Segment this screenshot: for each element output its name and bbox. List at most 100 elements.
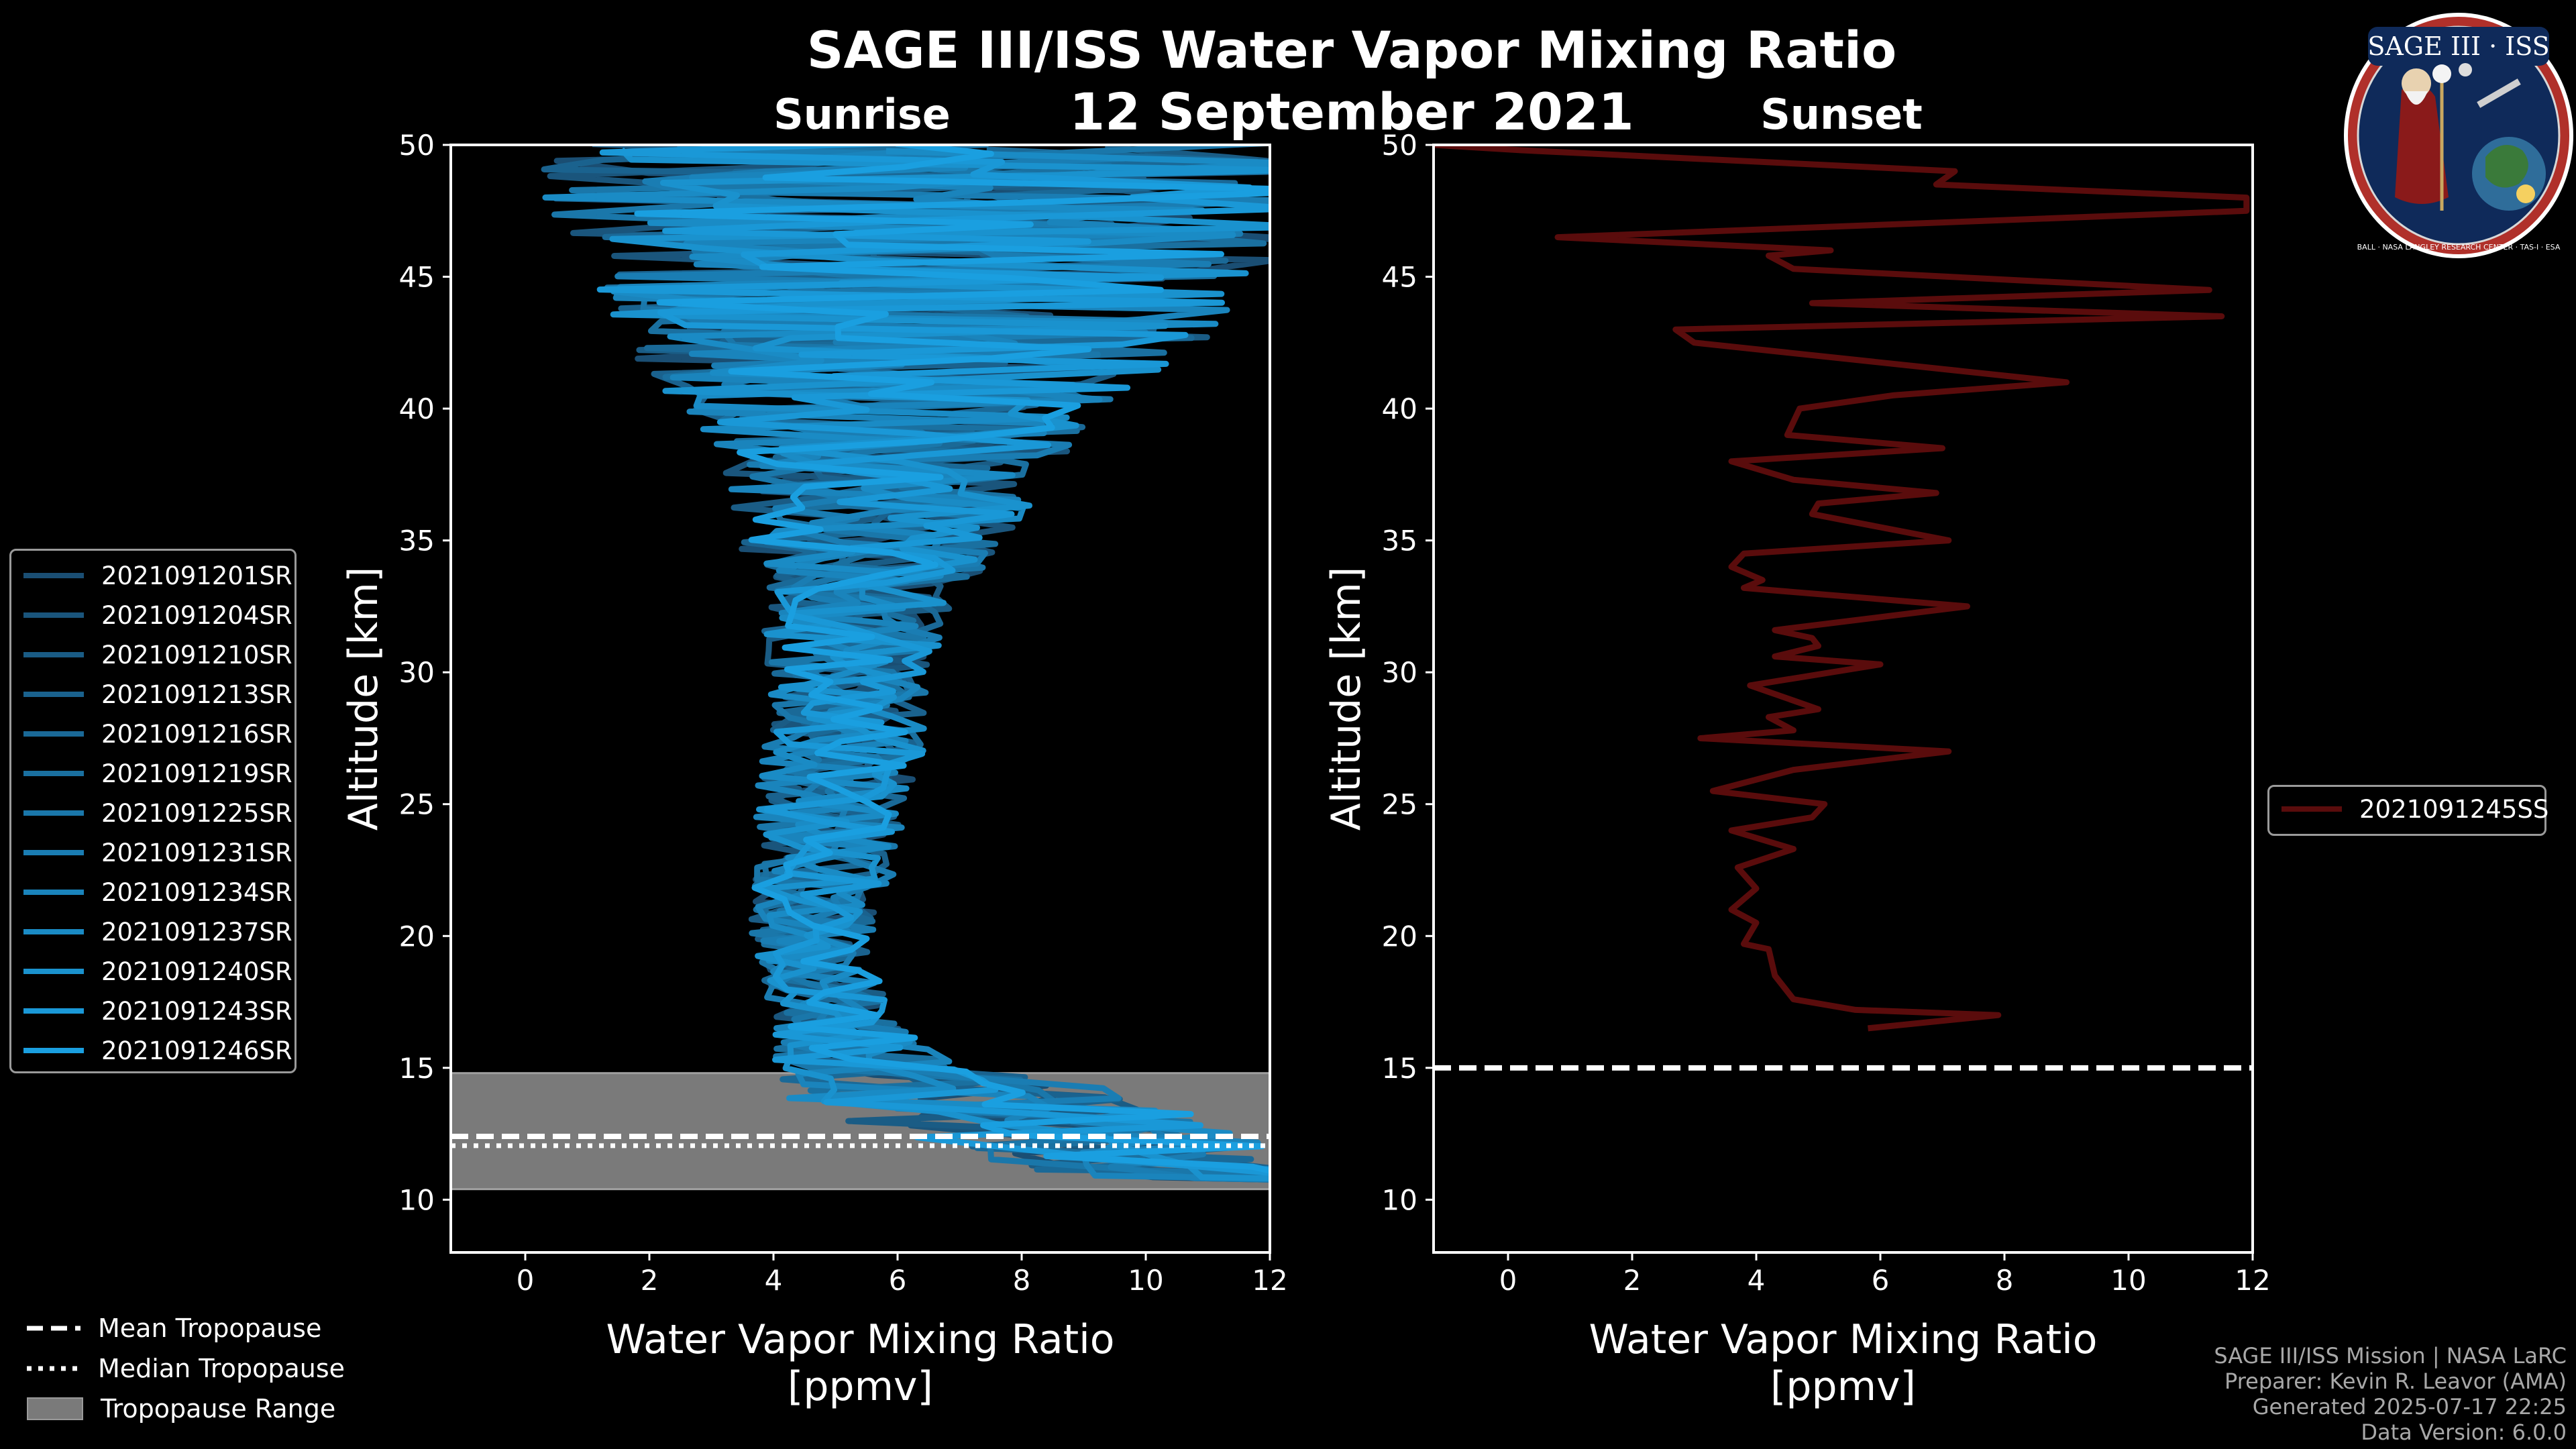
- sunset-legend: 2021091245SS: [2267, 785, 2548, 836]
- chart-date-title: 12 September 2021: [1069, 82, 1634, 142]
- sunrise-legend-swatch: [23, 731, 84, 737]
- logo-ring-text: BALL · NASA LANGLEY RESEARCH CENTER · TA…: [2357, 243, 2561, 252]
- sunset-xtick-label: 4: [1748, 1264, 1766, 1297]
- credit-line: Data Version: 6.0.0: [2361, 1419, 2567, 1445]
- credit-line: Generated 2025-07-17 22:25: [2252, 1394, 2567, 1419]
- sunset-ytick-label: 15: [1382, 1052, 1417, 1085]
- sunrise-ytick-label: 35: [399, 525, 435, 557]
- sunrise-xtick-label: 6: [889, 1264, 907, 1297]
- sunset-xtick-label: 2: [1623, 1264, 1642, 1297]
- sunrise-series-2021091243SR: [596, 145, 1270, 1176]
- sunset-ytick-label: 40: [1382, 392, 1417, 425]
- sunrise-legend-item: 2021091213SR: [23, 676, 292, 712]
- logo-text: SAGE III · ISS: [2367, 32, 2549, 61]
- sunset-xtick-label: 10: [2110, 1264, 2146, 1297]
- sunset-ytick-label: 45: [1382, 261, 1417, 294]
- sunrise-xtick-label: 4: [765, 1264, 783, 1297]
- sunrise-legend-label: 2021091243SR: [101, 996, 292, 1026]
- sunrise-xtick-label: 0: [517, 1264, 535, 1297]
- sunset-xtick-label: 6: [1872, 1264, 1890, 1297]
- sunset-legend-label: 2021091245SS: [2359, 794, 2549, 824]
- sunrise-legend-item: 2021091240SR: [23, 953, 292, 989]
- sunrise-legend-label: 2021091237SR: [101, 917, 292, 947]
- sunset-panel-title: Sunset: [1760, 90, 1923, 139]
- sunrise-legend-swatch: [23, 810, 84, 816]
- sunset-yaxis-label: Altitude [km]: [1323, 567, 1370, 831]
- chart-main-title: SAGE III/ISS Water Vapor Mixing Ratio: [806, 20, 1897, 80]
- mean-tropopause-label: Mean Tropopause: [98, 1313, 322, 1343]
- sunrise-legend-item: 2021091201SR: [23, 557, 292, 594]
- sunrise-plot: 0 2 4 6 8 10 12 10 15 20 25 30 35 40 45 50 Water Vapor M…: [340, 129, 1288, 1410]
- sunrise-ytick-label: 30: [399, 656, 435, 689]
- sunrise-legend-label: 2021091213SR: [101, 680, 292, 709]
- sunrise-yaxis-label: Altitude [km]: [340, 567, 387, 831]
- sunrise-axes-frame: [449, 144, 1271, 1254]
- sunset-xaxis-unit: [ppmv]: [1770, 1363, 1916, 1410]
- sunrise-legend-swatch: [23, 1008, 84, 1014]
- legend-mean-tropopause: Mean Tropopause: [27, 1309, 321, 1347]
- sunset-series-2021091245SS: [1434, 145, 2250, 1032]
- credit-line: SAGE III/ISS Mission | NASA LaRC: [2214, 1343, 2567, 1368]
- sunrise-ytick-label: 15: [399, 1052, 435, 1085]
- median-tropopause-label: Median Tropopause: [98, 1354, 345, 1383]
- sunrise-ytick-label: 20: [399, 920, 435, 953]
- sunrise-xtick-label: 10: [1128, 1264, 1163, 1297]
- sunrise-legend-item: 2021091204SR: [23, 597, 292, 633]
- sunrise-xaxis-label: Water Vapor Mixing Ratio: [606, 1316, 1115, 1363]
- sunrise-legend-label: 2021091231SR: [101, 838, 292, 867]
- legend-median-tropopause: Median Tropopause: [27, 1350, 345, 1387]
- sunrise-legend-label: 2021091234SR: [101, 877, 292, 907]
- sunrise-panel-title: Sunrise: [773, 90, 951, 139]
- sunset-ytick-label: 20: [1382, 920, 1417, 953]
- sunrise-xtick-label: 2: [641, 1264, 659, 1297]
- sunset-xtick-label: 8: [1996, 1264, 2014, 1297]
- sunset-xtick-label: 12: [2235, 1264, 2270, 1297]
- sunrise-ytick-label: 40: [399, 392, 435, 425]
- sunrise-legend-swatch: [23, 652, 84, 657]
- sunrise-legend-swatch: [23, 692, 84, 697]
- sunrise-series-2021091246SR: [634, 145, 1270, 1174]
- sunrise-legend-swatch: [23, 573, 84, 578]
- legend-tropopause-range: Tropopause Range: [27, 1390, 335, 1428]
- sage-iii-iss-logo: SAGE III · ISS BALL · NASA LANGLEY RESEA…: [2344, 13, 2573, 258]
- tropopause-range-swatch: [27, 1397, 83, 1420]
- dotted-line-swatch: [27, 1366, 80, 1371]
- sunset-xaxis-label: Water Vapor Mixing Ratio: [1589, 1316, 2098, 1363]
- sunset-ytick-label: 35: [1382, 525, 1417, 557]
- sunrise-legend-item: 2021091219SR: [23, 755, 292, 792]
- sunset-ytick-label: 30: [1382, 656, 1417, 689]
- credits-block: SAGE III/ISS Mission | NASA LaRC Prepare…: [2214, 1343, 2567, 1445]
- sunrise-ytick-label: 25: [399, 788, 435, 821]
- sunrise-legend-item: 2021091210SR: [23, 637, 292, 673]
- sunrise-ytick-label: 10: [399, 1183, 435, 1216]
- sunrise-legend-label: 2021091210SR: [101, 640, 292, 669]
- sunrise-ytick-label: 45: [399, 261, 435, 294]
- tropopause-range-label: Tropopause Range: [101, 1394, 336, 1424]
- sunrise-legend-label: 2021091201SR: [101, 561, 292, 590]
- sunrise-legend-item: 2021091234SR: [23, 874, 292, 910]
- sunrise-legend-item: 2021091246SR: [23, 1032, 292, 1069]
- sunrise-legend-item: 2021091231SR: [23, 835, 292, 871]
- dashed-line-swatch: [27, 1326, 80, 1331]
- sunrise-legend-item: 2021091216SR: [23, 716, 292, 752]
- sunrise-legend: 2021091201SR 2021091204SR 2021091210SR 2021…: [9, 549, 297, 1073]
- sunset-plot: 0 2 4 6 8 10 12 10 15 20 25 30 35 40 45 50 Water Vapor M…: [1323, 129, 2271, 1410]
- sunset-legend-item: 2021091245SS: [2282, 791, 2548, 827]
- sunset-ytick-label: 25: [1382, 788, 1417, 821]
- sunrise-legend-label: 2021091225SR: [101, 798, 292, 828]
- sunset-legend-swatch: [2282, 806, 2342, 812]
- sunrise-legend-item: 2021091225SR: [23, 795, 292, 831]
- sunrise-xaxis-unit: [ppmv]: [788, 1363, 933, 1410]
- sunset-ytick-label: 10: [1382, 1183, 1417, 1216]
- sunrise-legend-swatch: [23, 612, 84, 618]
- sunrise-ytick-label: 50: [399, 129, 435, 162]
- sunrise-legend-label: 2021091216SR: [101, 719, 292, 749]
- sunrise-legend-label: 2021091204SR: [101, 600, 292, 630]
- sunrise-legend-item: 2021091243SR: [23, 993, 292, 1029]
- sunrise-legend-label: 2021091240SR: [101, 957, 292, 986]
- sunrise-series-2021091219SR: [604, 145, 1270, 1177]
- sunset-series-group: [1434, 145, 2250, 1032]
- sunrise-legend-label: 2021091246SR: [101, 1036, 292, 1065]
- sunset-xtick-label: 0: [1499, 1264, 1517, 1297]
